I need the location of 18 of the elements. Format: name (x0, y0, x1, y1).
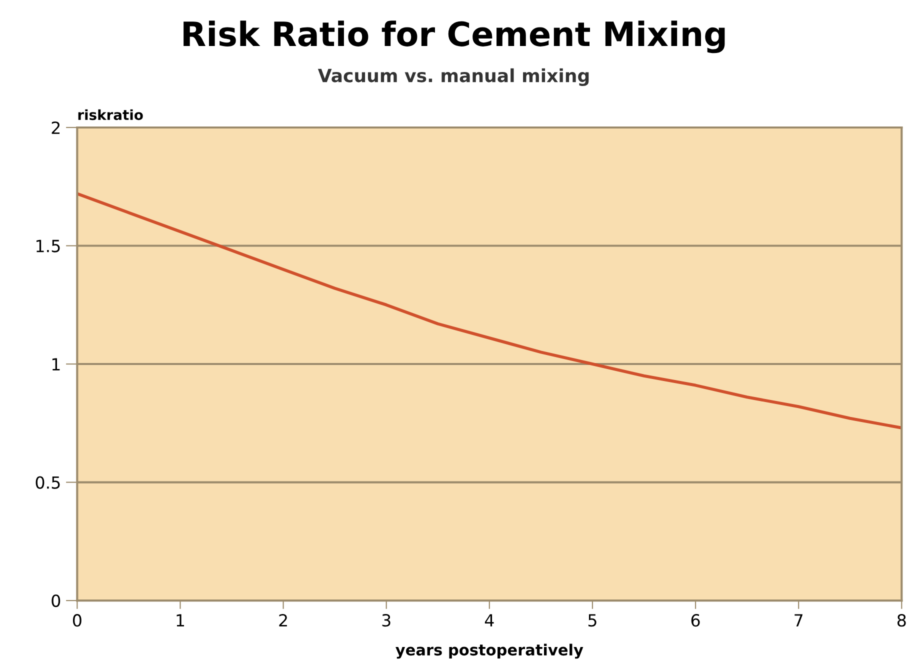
chart-title: Risk Ratio for Cement Mixing (184, 20, 725, 54)
x-axis-title: years postoperatively (396, 644, 584, 659)
y-tick-label: 1 (52, 358, 60, 370)
y-tick-label: 0.5 (36, 476, 60, 489)
y-tick-label: 1.5 (36, 240, 60, 252)
y-tick-label: 2 (52, 121, 60, 134)
x-tick-label: 8 (897, 614, 906, 627)
x-tick-label: 6 (691, 614, 700, 627)
x-tick-label: 7 (794, 614, 802, 626)
x-tick-label: 3 (382, 614, 390, 627)
x-tick-label: 2 (279, 614, 287, 626)
x-tick-label: 5 (588, 614, 596, 627)
x-tick-label: 4 (484, 614, 494, 626)
x-tick-label: 1 (176, 614, 184, 626)
chart-subtitle: Vacuum vs. manual mixing (318, 68, 589, 86)
x-tick-label: 0 (72, 614, 82, 627)
y-tick-label: 0 (52, 594, 60, 608)
y-axis-title: riskratio (78, 109, 143, 120)
